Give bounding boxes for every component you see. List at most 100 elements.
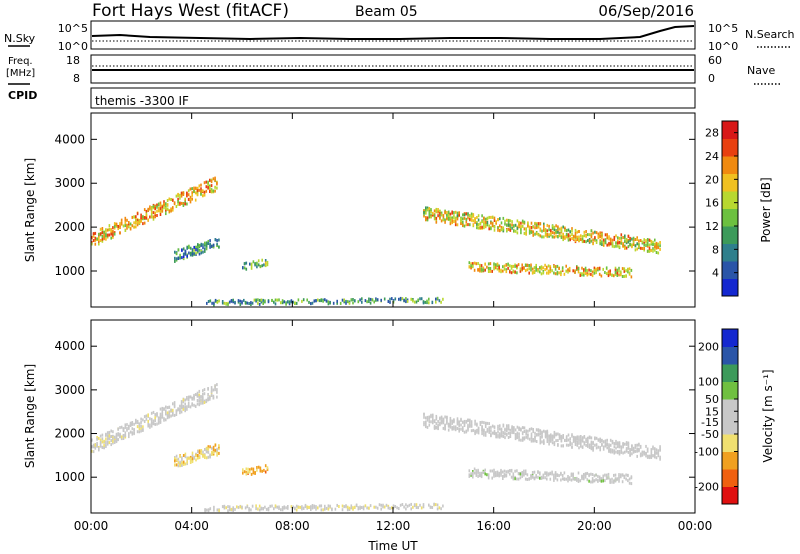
velocity-cell: [506, 424, 508, 428]
velocity-cell: [257, 507, 259, 511]
power-cell: [634, 248, 637, 252]
power-cell: [521, 224, 524, 228]
power-colorbar-tick-label: 8: [712, 243, 719, 256]
velocity-cell: [248, 508, 250, 512]
power-cell: [98, 238, 100, 242]
power-cell: [458, 211, 460, 215]
power-cell: [609, 237, 612, 241]
velocity-cell: [433, 426, 436, 430]
power-cell: [310, 302, 312, 306]
power-cell: [318, 299, 321, 303]
velocity-cell: [213, 505, 215, 509]
velocity-cell: [112, 437, 114, 441]
velocity-cell: [517, 472, 520, 476]
power-cell: [484, 220, 487, 224]
velocity-cell: [535, 440, 538, 443]
power-cell: [165, 202, 167, 206]
power-cell: [203, 190, 206, 194]
velocity-cell: [103, 443, 105, 447]
velocity-cell: [630, 476, 633, 480]
power-cell: [483, 220, 485, 224]
power-cell: [202, 194, 204, 198]
velocity-cell: [576, 437, 579, 441]
velocity-cell: [527, 436, 529, 440]
velocity-cell: [210, 390, 213, 394]
velocity-cell: [391, 506, 393, 510]
velocity-cell: [550, 438, 552, 442]
power-cell: [549, 270, 552, 274]
velocity-cell: [198, 396, 201, 400]
velocity-cell: [655, 451, 658, 455]
velocity-cell: [113, 435, 116, 439]
power-cell: [179, 193, 181, 197]
power-cell: [343, 298, 345, 302]
velocity-cell: [200, 395, 202, 399]
power-cell: [187, 189, 190, 193]
power-cell: [576, 266, 578, 270]
power-cell: [490, 221, 492, 225]
velocity-cell: [140, 424, 142, 428]
velocity-cell: [542, 476, 545, 480]
velocity-cell: [513, 427, 515, 431]
velocity-cell: [406, 504, 409, 508]
power-cell: [203, 181, 206, 185]
power-cell: [250, 301, 252, 305]
velocity-cell: [507, 436, 510, 439]
velocity-cell: [442, 419, 445, 423]
velocity-cell: [124, 424, 127, 428]
power-cell: [609, 239, 612, 243]
velocity-cell: [200, 398, 202, 402]
velocity-cell: [523, 469, 525, 473]
power-cell: [209, 243, 211, 247]
velocity-cell: [110, 429, 112, 433]
velocity-cell: [202, 401, 204, 405]
velocity-cell: [581, 439, 584, 443]
velocity-cell: [615, 439, 617, 443]
power-cell: [194, 186, 197, 190]
velocity-cell: [477, 474, 479, 478]
power-cell: [654, 248, 656, 252]
velocity-cell: [152, 419, 155, 423]
velocity-cell: [437, 427, 439, 431]
velocity-cell: [605, 473, 608, 477]
power-cell: [551, 225, 554, 228]
velocity-cell: [472, 428, 475, 432]
power-cell: [500, 228, 503, 232]
power-cell: [527, 224, 529, 228]
power-cell: [567, 238, 570, 242]
velocity-cell: [202, 392, 204, 396]
power-cell: [489, 269, 492, 273]
power-cell: [122, 224, 125, 228]
power-cell: [549, 267, 552, 270]
velocity-cell: [197, 454, 199, 457]
velocity-cell: [214, 388, 216, 392]
velocity-cell: [196, 402, 199, 406]
velocity-cell: [435, 425, 438, 429]
velocity-cell: [618, 452, 621, 456]
velocity-cell: [425, 416, 427, 420]
power-cell: [327, 302, 330, 306]
power-cell: [258, 298, 261, 302]
power-cell: [341, 298, 344, 302]
velocity-cell: [499, 434, 501, 437]
power-cell: [294, 301, 296, 305]
power-cell: [435, 300, 437, 304]
power-cell: [648, 238, 651, 242]
power-cell: [560, 270, 562, 274]
velocity-cell: [218, 509, 220, 513]
velocity-cell: [202, 454, 204, 458]
power-cell: [599, 234, 601, 238]
velocity-cell: [236, 505, 238, 509]
velocity-cell: [593, 474, 596, 478]
velocity-cell: [591, 480, 594, 484]
power-cell: [499, 217, 501, 221]
velocity-cell: [423, 423, 425, 427]
power-cell: [620, 273, 622, 277]
velocity-cell: [487, 473, 490, 477]
velocity-cell: [580, 435, 582, 438]
power-cell: [175, 252, 178, 256]
power-cell: [507, 262, 509, 266]
velocity-cell: [453, 427, 455, 431]
velocity-cell: [165, 405, 167, 409]
velocity-cell: [439, 423, 441, 427]
